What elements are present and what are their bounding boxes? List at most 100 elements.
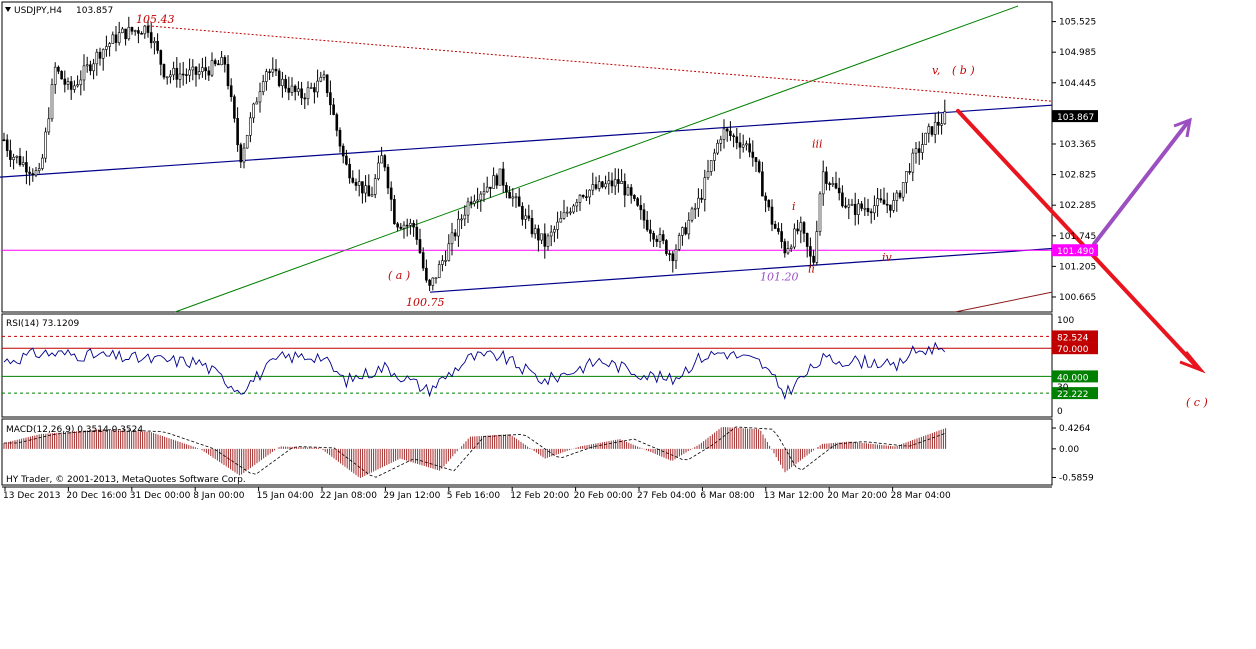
- time-tick-label: 22 Jan 08:00: [320, 491, 377, 501]
- candle-body: [687, 219, 691, 235]
- last-price-header: 103.857: [76, 6, 113, 16]
- candle-body: [261, 81, 265, 93]
- candle-body: [556, 221, 559, 230]
- candle-body: [217, 63, 220, 66]
- candle-body: [684, 227, 687, 235]
- time-tick-label: 27 Feb 04:00: [637, 491, 696, 501]
- candle-body: [329, 92, 332, 106]
- candle-body: [444, 260, 447, 262]
- candle-body: [546, 235, 550, 247]
- candle-body: [847, 204, 851, 208]
- wave-label: i: [792, 200, 796, 213]
- candle-body: [636, 198, 639, 206]
- candle-body: [911, 152, 915, 173]
- candle-body: [620, 180, 623, 184]
- candle-body: [389, 187, 393, 200]
- candle-body: [617, 179, 620, 184]
- candle-body: [613, 179, 617, 187]
- candle-body: [255, 101, 259, 105]
- candle-body: [649, 229, 652, 234]
- wave-label: iv: [882, 251, 893, 264]
- candle-body: [882, 199, 886, 205]
- candle-body: [89, 64, 92, 72]
- candle-body: [697, 197, 700, 209]
- candle-body: [249, 117, 252, 136]
- candle-body: [585, 196, 588, 198]
- candle-body: [757, 161, 761, 173]
- candle-body: [562, 211, 566, 219]
- time-tick-label: 31 Dec 00:00: [130, 491, 191, 501]
- candle-body: [364, 185, 367, 194]
- candle-body: [735, 136, 739, 143]
- candle-body: [601, 181, 604, 188]
- candle-body: [476, 199, 479, 202]
- candle-body: [421, 252, 425, 269]
- candle-body: [63, 78, 67, 85]
- candle-body: [940, 123, 943, 126]
- candle-body: [901, 182, 905, 198]
- candle-body: [37, 168, 41, 171]
- candle-body: [479, 193, 483, 201]
- candle-body: [95, 51, 99, 65]
- candle-body: [853, 203, 857, 215]
- candle-body: [629, 187, 633, 196]
- candle-body: [114, 34, 118, 43]
- candle-body: [370, 194, 374, 197]
- candle-body: [466, 201, 470, 216]
- candle-body: [178, 73, 182, 80]
- candle-body: [431, 277, 435, 286]
- candle-body: [306, 87, 310, 100]
- candle-body: [5, 139, 9, 151]
- candle-body: [361, 181, 364, 194]
- candle-body: [229, 85, 233, 98]
- up-projection-arrow: [1092, 120, 1190, 246]
- wave-label: ( a ): [388, 269, 410, 282]
- candle-body: [591, 184, 595, 191]
- candle-body: [908, 171, 911, 173]
- time-tick-label: 13 Dec 2013: [3, 491, 61, 501]
- candle-body: [50, 84, 54, 120]
- candle-body: [594, 184, 598, 189]
- candle-body: [386, 166, 390, 189]
- rsi-level-label: 70.000: [1057, 345, 1089, 355]
- candle-body: [185, 74, 188, 76]
- candle-body: [319, 77, 323, 82]
- candle-body: [309, 87, 313, 89]
- candle-body: [748, 143, 751, 153]
- candle-body: [661, 234, 665, 241]
- candle-body: [623, 180, 627, 196]
- candle-body: [575, 202, 579, 207]
- candle-body: [377, 162, 380, 179]
- candle-body: [889, 204, 892, 211]
- upper-channel-blue-line: [0, 104, 1053, 178]
- candle-body: [693, 207, 697, 210]
- price-tick-label: 100.665: [1059, 293, 1096, 303]
- candle-body: [197, 71, 201, 75]
- candle-body: [428, 279, 431, 286]
- candle-body: [943, 111, 947, 125]
- price-marker-label: 100.75: [406, 296, 445, 309]
- candle-body: [303, 97, 307, 100]
- candle-body: [761, 171, 764, 197]
- candle-body: [290, 85, 294, 93]
- candle-body: [18, 155, 22, 165]
- symbol-label: USDJPY,H4: [14, 6, 62, 16]
- candle-body: [783, 241, 787, 254]
- candle-body: [831, 183, 835, 185]
- rsi-tick-label: 30: [1057, 383, 1069, 393]
- time-tick-label: 8 Jan 00:00: [193, 491, 245, 501]
- up-arrow-head: [1173, 117, 1192, 138]
- candle-body: [716, 142, 719, 154]
- candle-body: [245, 134, 249, 149]
- dropdown-triangle-icon[interactable]: [5, 7, 11, 12]
- candle-body: [837, 187, 841, 194]
- candle-body: [764, 195, 767, 201]
- time-tick-label: 29 Jan 12:00: [383, 491, 440, 501]
- candle-body: [633, 195, 636, 199]
- candle-body: [527, 215, 531, 219]
- candle-body: [204, 67, 207, 72]
- candle-body: [140, 33, 143, 35]
- rsi-indicator: [2, 335, 1052, 400]
- candle-body: [706, 171, 710, 179]
